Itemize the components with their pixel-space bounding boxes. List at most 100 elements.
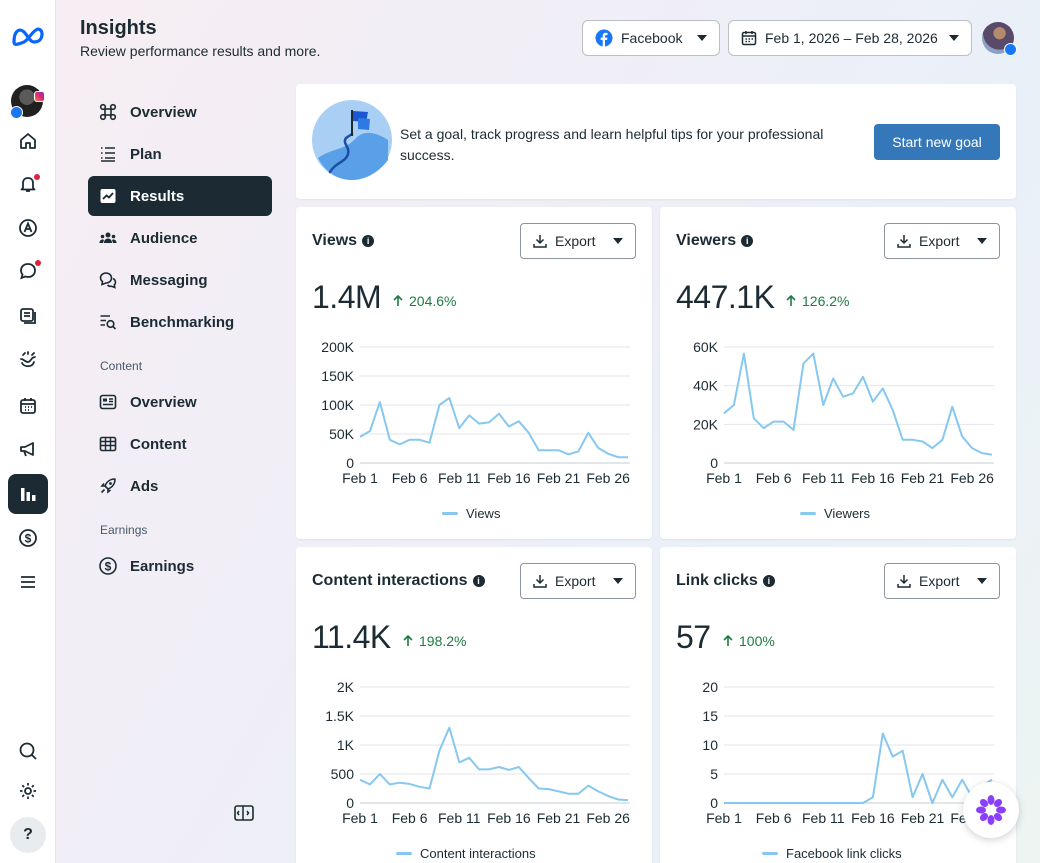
facebook-badge-icon: [1004, 43, 1017, 56]
views-card: Views i Export 1.4M 204.6% 0 50K 100K 150K 200K Fe…: [296, 207, 652, 539]
y-tick-label: 2K: [337, 679, 355, 695]
nav-item-overview[interactable]: Overview: [88, 92, 272, 132]
viewers-card: Viewers i Export 447.1K 126.2% 0 20K 40K 60K Feb …: [660, 207, 1016, 539]
metric-title: Viewers i: [676, 232, 754, 250]
metric-delta: 126.2%: [786, 293, 849, 309]
posts-icon[interactable]: [8, 296, 48, 336]
x-tick-label: Feb 6: [756, 470, 792, 486]
y-tick-label: 60K: [693, 339, 719, 355]
ads-icon[interactable]: [8, 208, 48, 248]
insights-icon[interactable]: [8, 474, 48, 514]
notifications-icon[interactable]: [8, 164, 48, 204]
line-chart: 0 50K 100K 150K 200K Feb 1 Feb 6 Feb 11 Feb 16 Fe…: [321, 339, 630, 486]
x-tick-label: Feb 11: [802, 810, 845, 826]
nav-item-label: Overview: [130, 103, 197, 121]
page-subtitle: Review performance results and more.: [80, 43, 321, 59]
collapse-sidebar-icon[interactable]: [234, 804, 254, 822]
calendar-icon[interactable]: [8, 386, 48, 426]
x-tick-label: Feb 6: [756, 810, 792, 826]
y-tick-label: 500: [331, 766, 355, 782]
info-icon[interactable]: i: [762, 575, 775, 587]
metric-value: 447.1K: [676, 279, 775, 315]
nav-item-benchmarking[interactable]: Benchmarking: [88, 302, 272, 342]
link-clicks-card: Link clicks i Export 57 100% 0 5 10 15 20 Feb 1 Feb…: [660, 547, 1016, 863]
nav-item-label: Ads: [130, 477, 159, 495]
monetization-icon[interactable]: $: [8, 518, 48, 558]
date-range-selector[interactable]: Feb 1, 2026 – Feb 28, 2026: [728, 20, 972, 56]
platform-selector[interactable]: Facebook: [582, 20, 720, 56]
nav-item-plan[interactable]: Plan: [88, 134, 272, 174]
legend-label: Views: [466, 506, 501, 521]
y-tick-label: 150K: [321, 368, 354, 384]
nav-item-audience[interactable]: Audience: [88, 218, 272, 258]
x-tick-label: Feb 16: [851, 470, 895, 486]
nav-item-earnings[interactable]: $ Earnings: [88, 546, 272, 586]
megaphone-icon[interactable]: [8, 429, 48, 469]
y-tick-label: 20K: [693, 416, 719, 432]
info-icon[interactable]: i: [741, 235, 754, 247]
settings-icon[interactable]: [8, 771, 48, 811]
svg-text:$: $: [25, 532, 32, 546]
assistant-button[interactable]: [963, 782, 1019, 838]
goal-card: Set a goal, track progress and learn hel…: [296, 84, 1016, 199]
x-tick-label: Feb 1: [342, 470, 378, 486]
account-avatar[interactable]: [10, 85, 45, 119]
info-icon[interactable]: i: [472, 575, 485, 587]
nav-item-ads[interactable]: Ads: [88, 466, 272, 506]
nav-item-label: Benchmarking: [130, 313, 235, 331]
metric-title: Link clicks i: [676, 572, 775, 590]
y-tick-label: 100K: [321, 397, 354, 413]
y-tick-label: 200K: [321, 339, 354, 355]
y-tick-label: 10: [702, 737, 718, 753]
metric-delta-value: 204.6%: [409, 293, 457, 309]
line-chart: 0 20K 40K 60K Feb 1 Feb 6 Feb 11 Feb 16 Feb 21 Fe…: [693, 339, 994, 486]
chevron-down-icon: [613, 578, 623, 584]
legend-swatch: [762, 852, 778, 855]
export-button[interactable]: Export: [884, 223, 1000, 259]
download-icon: [533, 575, 547, 588]
overview-icon: [98, 102, 118, 122]
legend-label: Viewers: [824, 506, 871, 521]
dollar-icon: $: [98, 556, 118, 576]
benchmarking-icon: [98, 312, 118, 332]
download-icon: [533, 235, 547, 248]
nav-item-label: Overview: [130, 393, 197, 411]
chart-legend: Content interactions: [396, 846, 536, 861]
nav-item-content-overview[interactable]: Overview: [88, 382, 272, 422]
start-new-goal-button[interactable]: Start new goal: [874, 124, 1000, 160]
nav-item-label: Earnings: [130, 557, 195, 575]
nav-item-content[interactable]: Content: [88, 424, 272, 464]
y-tick-label: 0: [710, 795, 718, 811]
goal-flag-illustration: [312, 100, 392, 180]
export-button[interactable]: Export: [520, 563, 636, 599]
metric-delta-value: 100%: [739, 633, 775, 649]
facebook-icon: [595, 29, 613, 47]
profile-avatar[interactable]: [982, 22, 1017, 56]
arrow-up-icon: [723, 635, 733, 646]
nav-item-results[interactable]: Results: [88, 176, 272, 216]
arrow-up-icon: [403, 635, 413, 646]
legend-label: Facebook link clicks: [786, 846, 902, 861]
platform-label: Facebook: [621, 30, 683, 46]
home-icon[interactable]: [8, 121, 48, 161]
nav-item-label: Results: [130, 187, 185, 205]
help-icon[interactable]: ?: [10, 817, 46, 853]
chevron-down-icon: [613, 238, 623, 244]
y-tick-label: 5: [710, 766, 718, 782]
engagement-icon[interactable]: [8, 340, 48, 380]
menu-icon[interactable]: [8, 562, 48, 602]
nav-item-messaging[interactable]: Messaging: [88, 260, 272, 300]
export-label: Export: [919, 233, 960, 249]
messages-icon[interactable]: [8, 251, 48, 291]
meta-logo-icon[interactable]: [10, 22, 46, 50]
chevron-down-icon: [949, 35, 959, 41]
date-range-label: Feb 1, 2026 – Feb 28, 2026: [765, 30, 938, 46]
info-icon[interactable]: i: [362, 235, 375, 247]
export-button[interactable]: Export: [520, 223, 636, 259]
search-icon[interactable]: [8, 731, 48, 771]
y-tick-label: 0: [710, 455, 718, 471]
export-label: Export: [555, 233, 596, 249]
series-line: [723, 352, 993, 456]
export-button[interactable]: Export: [884, 563, 1000, 599]
